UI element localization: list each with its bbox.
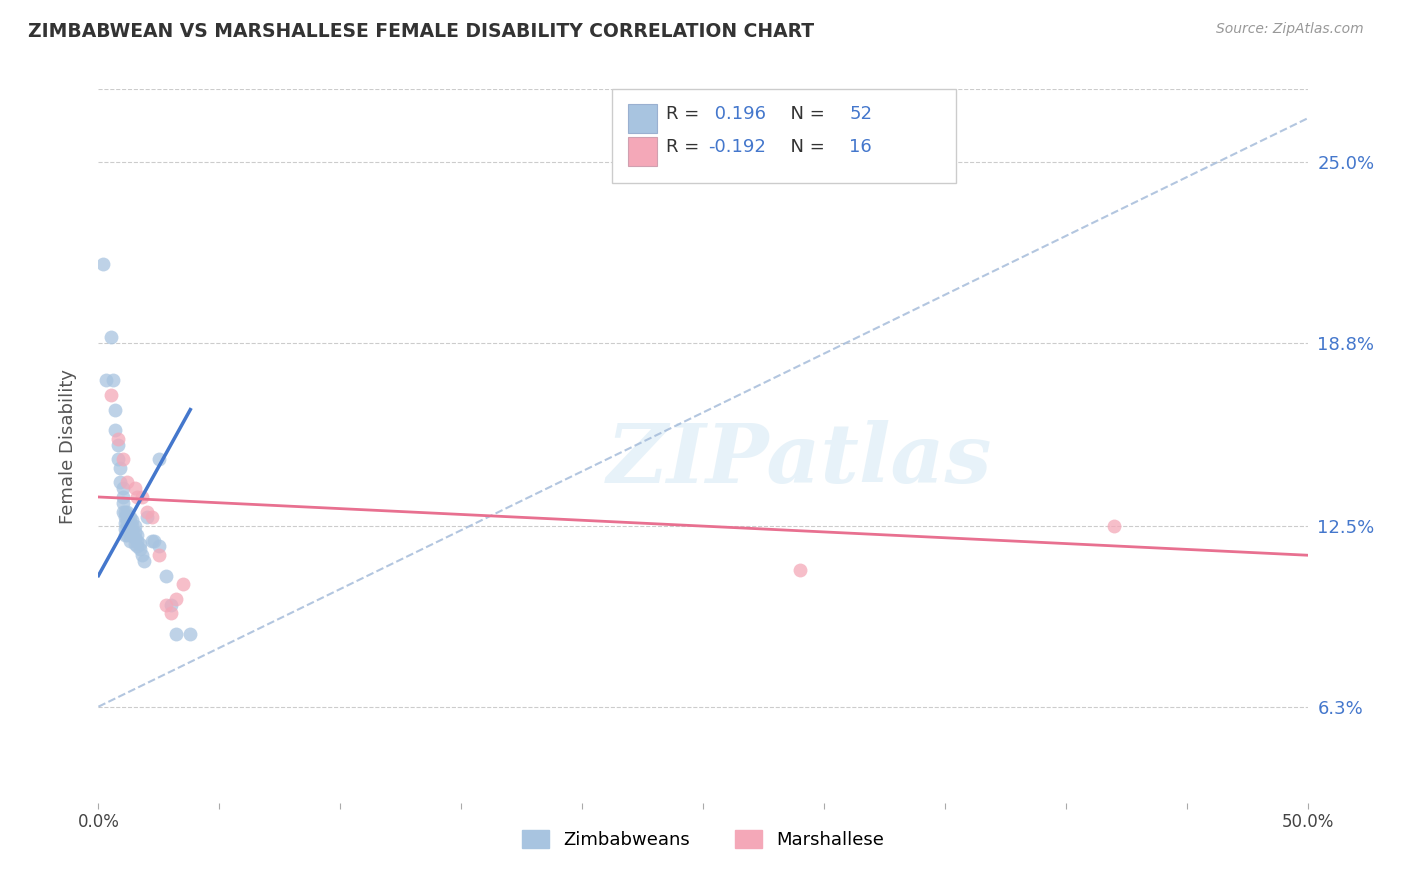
Point	[1102, 519, 1125, 533]
Point	[124, 519, 146, 533]
Point	[124, 481, 146, 495]
Point	[91, 257, 114, 271]
Text: 16: 16	[849, 138, 872, 156]
Point	[131, 548, 153, 562]
Text: R =: R =	[666, 138, 706, 156]
Text: 52: 52	[849, 105, 872, 123]
Point	[143, 533, 166, 548]
Point	[128, 536, 150, 550]
Point	[131, 490, 153, 504]
Point	[789, 563, 811, 577]
Point	[118, 510, 141, 524]
Point	[127, 490, 149, 504]
Point	[148, 540, 170, 554]
Point	[172, 577, 194, 591]
Text: Source: ZipAtlas.com: Source: ZipAtlas.com	[1216, 22, 1364, 37]
Point	[111, 481, 134, 495]
Point	[128, 542, 150, 557]
Point	[148, 548, 170, 562]
Point	[104, 423, 127, 437]
Point	[127, 528, 149, 542]
Point	[127, 533, 149, 548]
Point	[108, 475, 131, 490]
Point	[107, 437, 129, 451]
Point	[118, 528, 141, 542]
Point	[114, 510, 136, 524]
Y-axis label: Female Disability: Female Disability	[59, 368, 77, 524]
Text: -0.192: -0.192	[709, 138, 766, 156]
Point	[100, 388, 122, 402]
Point	[117, 522, 139, 536]
Point	[135, 504, 157, 518]
Text: ZIMBABWEAN VS MARSHALLESE FEMALE DISABILITY CORRELATION CHART: ZIMBABWEAN VS MARSHALLESE FEMALE DISABIL…	[28, 22, 814, 41]
Point	[108, 460, 131, 475]
Point	[121, 519, 143, 533]
Point	[117, 516, 139, 531]
Point	[160, 607, 183, 621]
Point	[179, 627, 201, 641]
Point	[155, 598, 177, 612]
Point	[148, 452, 170, 467]
Text: N =: N =	[779, 138, 831, 156]
Point	[135, 510, 157, 524]
Point	[117, 528, 139, 542]
Point	[118, 516, 141, 531]
Point	[124, 536, 146, 550]
Point	[141, 533, 163, 548]
Point	[118, 522, 141, 536]
Point	[94, 374, 117, 388]
Point	[127, 540, 149, 554]
Text: 0.196: 0.196	[709, 105, 766, 123]
Point	[117, 510, 139, 524]
Point	[114, 522, 136, 536]
Point	[155, 568, 177, 582]
Point	[165, 627, 187, 641]
Point	[101, 374, 124, 388]
Point	[121, 513, 143, 527]
Point	[111, 496, 134, 510]
Point	[160, 598, 183, 612]
Point	[114, 516, 136, 531]
Point	[100, 330, 122, 344]
Text: ZIPatlas: ZIPatlas	[607, 420, 993, 500]
Point	[165, 591, 187, 606]
Point	[124, 531, 146, 545]
Point	[111, 452, 134, 467]
Point	[117, 504, 139, 518]
Point	[104, 402, 127, 417]
Point	[107, 452, 129, 467]
Point	[111, 490, 134, 504]
Point	[114, 504, 136, 518]
Point	[107, 432, 129, 446]
Point	[141, 510, 163, 524]
Point	[121, 524, 143, 539]
Point	[117, 475, 139, 490]
Point	[118, 533, 141, 548]
Point	[114, 528, 136, 542]
Text: R =: R =	[666, 105, 706, 123]
Point	[124, 524, 146, 539]
Point	[111, 504, 134, 518]
Legend: Zimbabweans, Marshallese: Zimbabweans, Marshallese	[513, 821, 893, 858]
Point	[134, 554, 156, 568]
Text: N =: N =	[779, 105, 831, 123]
